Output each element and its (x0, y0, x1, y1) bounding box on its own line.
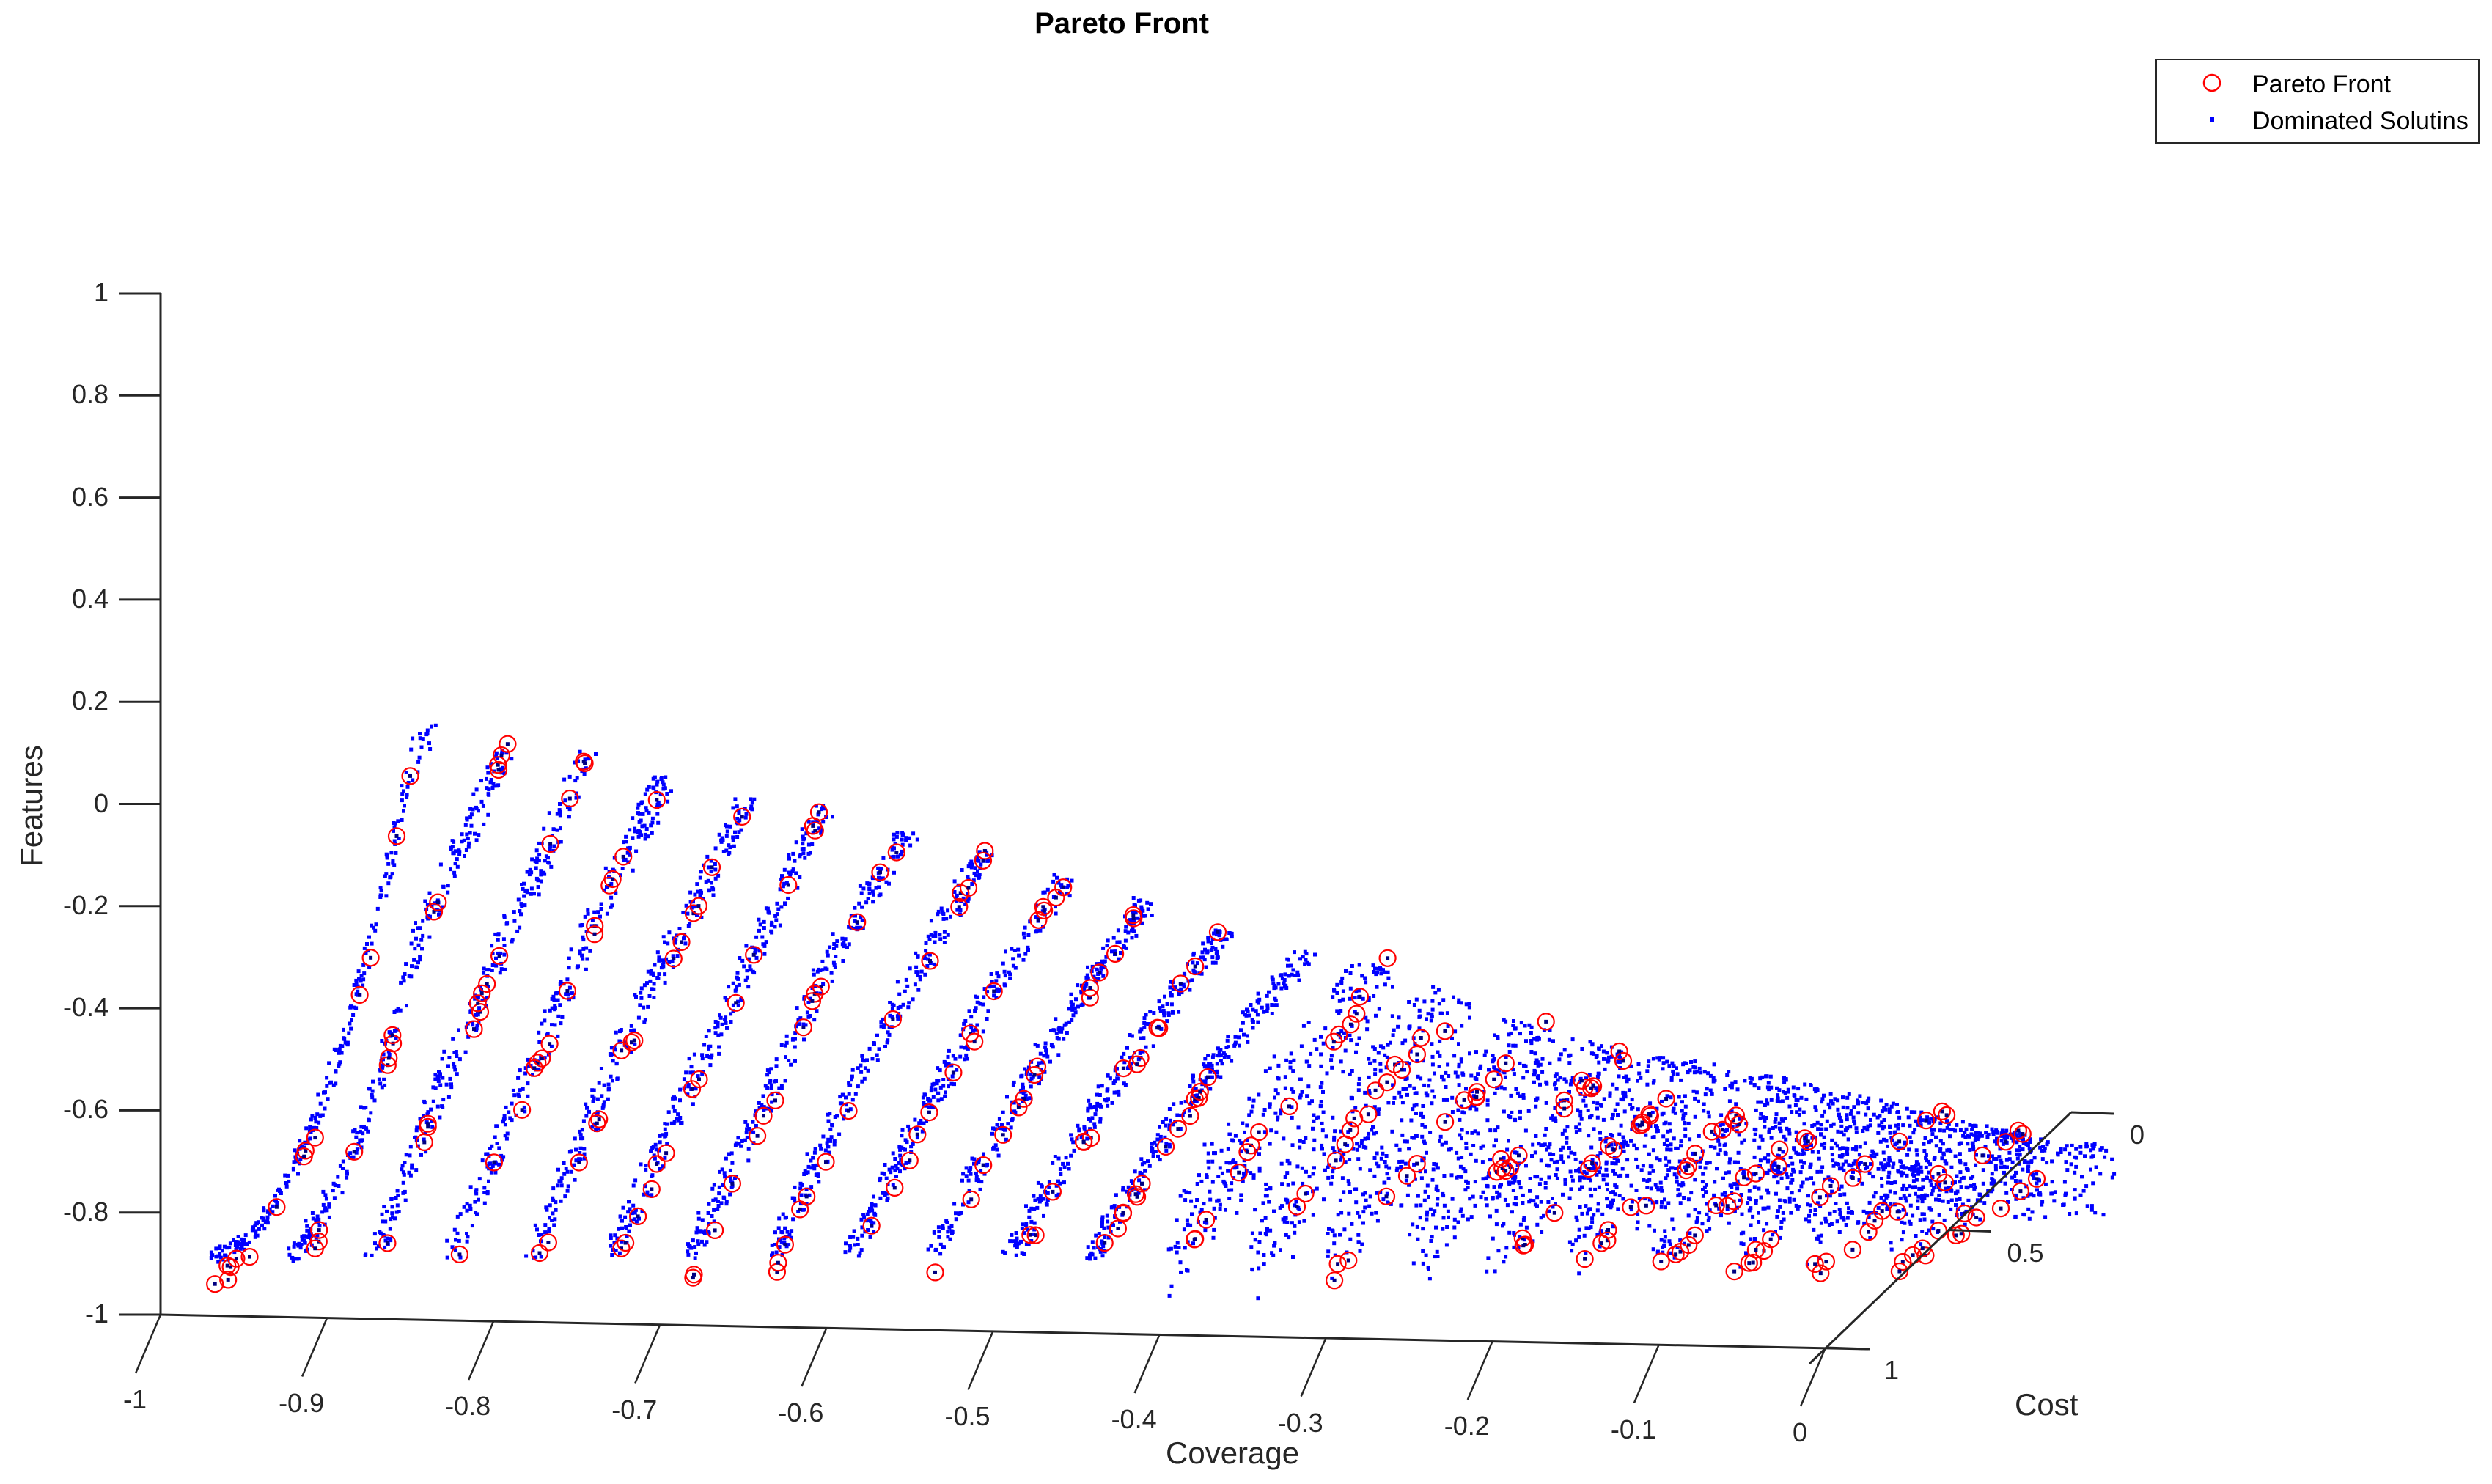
axis-line (160, 1313, 1870, 1351)
z-tick-label: 0 (93, 787, 109, 818)
legend[interactable]: Pareto Front Dominated Solutins (2155, 59, 2480, 144)
legend-item-pareto[interactable]: Pareto Front (2157, 66, 2478, 103)
y-tick-label: 1 (1884, 1355, 1900, 1385)
x-tick-label: -0.8 (445, 1391, 491, 1421)
y-axis-label: Cost (2015, 1387, 2078, 1422)
axis-line (1808, 1111, 2073, 1365)
x-tick-label: -0.3 (1277, 1407, 1323, 1438)
axis-line (1799, 1347, 1827, 1407)
point-marker-icon (2210, 117, 2214, 122)
x-tick-label: -0.6 (778, 1397, 824, 1428)
axis-line (1633, 1344, 1661, 1403)
axis-line (634, 1324, 661, 1384)
z-tick-label: -1 (84, 1298, 109, 1329)
x-tick-label: -0.1 (1610, 1414, 1656, 1444)
chart-title: Pareto Front (1034, 7, 1209, 40)
legend-label: Dominated Solutins (2252, 107, 2469, 135)
x-tick-label: -0.4 (1111, 1404, 1157, 1434)
y-tick-label: 0 (2130, 1120, 2145, 1150)
axis-line (1300, 1337, 1327, 1397)
axis-line (1133, 1334, 1161, 1394)
x-axis-label: Coverage (1166, 1436, 1300, 1470)
axis-line (2070, 1111, 2114, 1115)
data-points (206, 723, 2117, 1301)
z-tick-label: -0.6 (62, 1094, 109, 1125)
z-tick-label: 0.6 (71, 481, 109, 512)
z-tick-label: 0.2 (71, 686, 109, 716)
z-axis-label: Features (13, 745, 48, 867)
axis-line (801, 1327, 828, 1387)
z-tick-label: -0.4 (62, 992, 109, 1023)
axes (119, 292, 2114, 1407)
z-tick-label: -0.8 (62, 1196, 109, 1227)
x-tick-label: -0.2 (1444, 1411, 1490, 1441)
z-tick-label: 1 (93, 277, 109, 307)
x-tick-label: -0.5 (944, 1400, 990, 1431)
axis-line (134, 1314, 162, 1374)
axis-line (1948, 1229, 1991, 1233)
axis-line (468, 1320, 495, 1381)
x-tick-label: -0.7 (611, 1394, 658, 1425)
z-tick-label: 0.4 (71, 583, 109, 614)
z-tick-label: -0.2 (62, 889, 109, 920)
z-tick-label: 0.8 (71, 379, 109, 410)
x-tick-label: -1 (122, 1384, 147, 1414)
axis-line (1825, 1346, 1869, 1351)
axis-line (1466, 1340, 1493, 1400)
x-tick-label: 0 (1792, 1417, 1808, 1447)
open-circle-marker-icon (2202, 73, 2221, 92)
axis-line (967, 1331, 994, 1390)
axis-line (301, 1318, 328, 1377)
y-tick-label: 0.5 (2007, 1237, 2044, 1268)
x-tick-label: -0.9 (279, 1387, 325, 1418)
legend-label: Pareto Front (2252, 70, 2391, 98)
legend-item-dominated[interactable]: Dominated Solutins (2157, 103, 2478, 139)
